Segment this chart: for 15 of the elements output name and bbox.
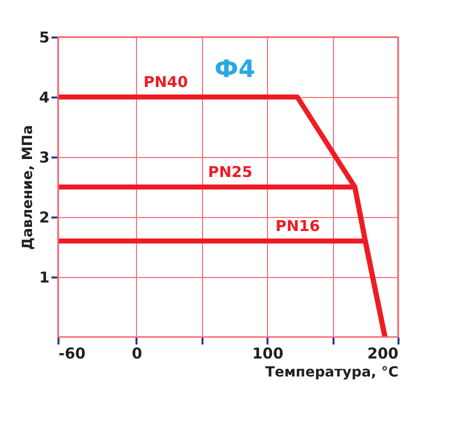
- y-tick-label: 5: [39, 28, 50, 46]
- annotation: Ф4: [214, 55, 256, 83]
- x-tick-label: 200: [367, 344, 398, 362]
- x-tick-label: -60: [58, 344, 86, 362]
- y-tick-label: 4: [39, 88, 50, 106]
- x-axis-title: Температура, °C: [265, 364, 398, 380]
- y-axis-title: Давление, МПа: [20, 125, 36, 250]
- series-label: PN16: [275, 217, 320, 235]
- series-label: PN25: [208, 163, 252, 181]
- x-tick-label: 0: [132, 344, 142, 362]
- y-tick-label: 1: [39, 268, 50, 286]
- series-label: PN40: [143, 73, 188, 91]
- x-tick-label: 100: [252, 344, 284, 362]
- y-tick-label: 2: [39, 208, 50, 226]
- y-tick-label: 3: [39, 148, 50, 166]
